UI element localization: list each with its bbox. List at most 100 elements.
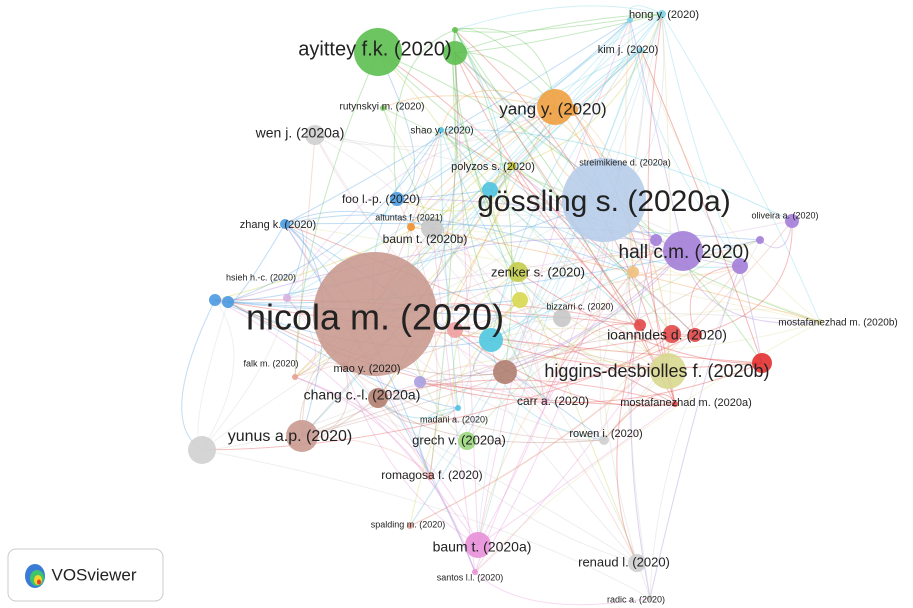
node-label: higgins-desbiolles f. (2020b) xyxy=(544,361,769,381)
edge xyxy=(504,334,696,373)
node xyxy=(407,523,413,529)
edge xyxy=(409,220,793,527)
edge xyxy=(454,52,479,546)
node-label: ioannides d. (2020) xyxy=(607,327,727,343)
edge xyxy=(429,29,457,477)
node xyxy=(817,319,823,325)
edge xyxy=(286,297,317,378)
edge xyxy=(490,239,657,341)
edge xyxy=(629,19,741,267)
edge xyxy=(489,189,641,326)
node-label: wen j. (2020a) xyxy=(255,125,345,141)
edge xyxy=(511,13,663,167)
node xyxy=(443,41,467,65)
edge xyxy=(284,223,821,323)
node xyxy=(688,328,702,342)
edge xyxy=(284,210,433,229)
node xyxy=(479,328,503,352)
edge xyxy=(396,189,491,200)
node-label: shao y. (2020) xyxy=(410,126,473,137)
edge xyxy=(284,223,476,573)
edge xyxy=(431,227,546,403)
edge xyxy=(410,226,821,323)
node xyxy=(638,47,644,53)
node xyxy=(647,595,653,601)
node xyxy=(455,405,461,411)
edge xyxy=(431,13,663,229)
edge xyxy=(599,271,634,441)
logo-box[interactable] xyxy=(7,548,164,602)
node xyxy=(650,234,662,246)
edge xyxy=(490,339,605,441)
edge xyxy=(377,51,416,200)
edge xyxy=(377,397,459,425)
edge xyxy=(440,129,793,222)
edge xyxy=(301,362,346,437)
edge xyxy=(418,407,459,477)
edge xyxy=(294,51,379,378)
node-label: yang y. (2020) xyxy=(499,99,606,118)
edge xyxy=(284,223,304,299)
node xyxy=(209,294,221,306)
node xyxy=(222,296,234,308)
edge xyxy=(419,356,669,383)
edge xyxy=(649,265,741,599)
edge xyxy=(661,13,821,323)
edge xyxy=(201,299,235,451)
edge xyxy=(314,134,638,564)
node xyxy=(472,569,478,575)
edge xyxy=(284,19,631,225)
node-label: spalding m. (2020) xyxy=(371,519,446,529)
edge xyxy=(490,339,763,369)
edge xyxy=(377,383,546,403)
edge xyxy=(410,106,556,228)
edge xyxy=(640,49,821,323)
edge xyxy=(616,324,641,564)
edge xyxy=(626,13,663,599)
node xyxy=(627,17,633,23)
edge xyxy=(344,366,459,419)
edge xyxy=(377,51,641,326)
edge xyxy=(419,365,546,403)
edge xyxy=(431,227,476,573)
edge xyxy=(419,333,673,390)
edge xyxy=(227,301,676,405)
edge xyxy=(227,301,459,409)
logo[interactable]: VOSviewer xyxy=(7,548,164,602)
edge xyxy=(517,271,763,364)
edge xyxy=(409,265,741,527)
node xyxy=(292,374,298,380)
edge xyxy=(396,19,631,200)
edge xyxy=(294,376,638,564)
node xyxy=(542,399,548,405)
nodes xyxy=(188,10,823,601)
edge xyxy=(504,250,684,373)
edge xyxy=(440,129,669,372)
edge xyxy=(301,333,696,437)
node xyxy=(465,532,491,558)
edge xyxy=(419,250,684,383)
node xyxy=(650,353,686,389)
edge xyxy=(454,52,521,301)
edge xyxy=(201,449,651,599)
node xyxy=(286,420,318,452)
edge xyxy=(629,19,684,252)
node xyxy=(414,376,426,388)
node xyxy=(752,353,772,373)
node-label: renaud l. (2020) xyxy=(578,554,670,569)
edge xyxy=(639,308,821,326)
edge xyxy=(630,239,657,599)
node xyxy=(354,28,402,76)
edge xyxy=(661,13,741,267)
node-label: rutynskyi m. (2020) xyxy=(339,102,424,113)
node xyxy=(283,294,291,302)
edge xyxy=(429,49,642,477)
edge xyxy=(474,333,673,573)
edge xyxy=(419,362,763,404)
edge xyxy=(410,226,651,599)
node-label: hall c.m. (2020) xyxy=(619,242,750,263)
node xyxy=(508,262,528,282)
node xyxy=(438,127,444,133)
edge xyxy=(490,327,669,372)
